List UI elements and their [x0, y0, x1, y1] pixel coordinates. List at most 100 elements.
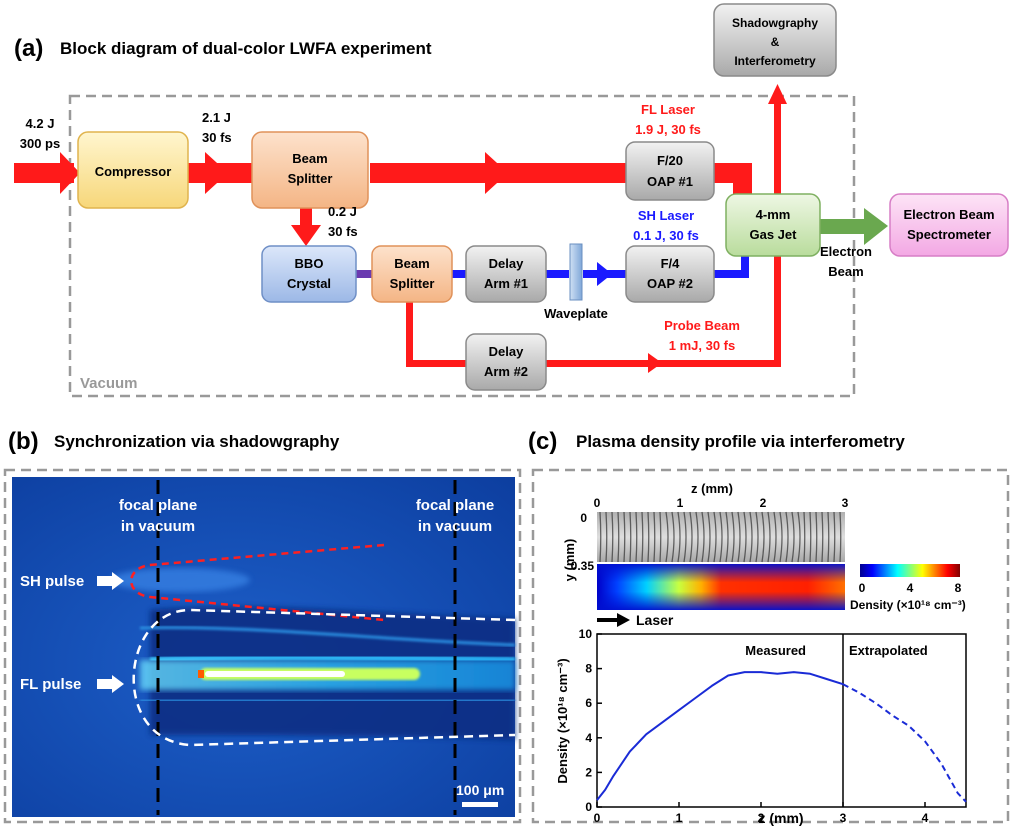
svg-text:OAP #1: OAP #1 — [647, 174, 693, 189]
density-chart: 0 1 2 3 4 0 2 4 6 8 10 Measured Extrapolated z (mm… — [555, 627, 967, 826]
svg-text:Arm #1: Arm #1 — [484, 276, 528, 291]
interferogram-xticks: 0 1 2 3 — [594, 496, 849, 510]
panel-b-title: Synchronization via shadowgraphy — [54, 432, 340, 451]
svg-text:Compressor: Compressor — [95, 164, 172, 179]
svg-text:Splitter: Splitter — [288, 171, 333, 186]
svg-text:&: & — [771, 35, 780, 49]
focal-plane-right-label: focal plane — [416, 497, 494, 514]
fl-laser-label: FL Laser — [641, 102, 695, 117]
panel-c-letter: (c) — [528, 428, 557, 455]
focal-plane-left-label-2: in vacuum — [121, 518, 195, 535]
purple-beam — [355, 270, 375, 278]
sh-laser-label: SH Laser — [638, 208, 694, 223]
svg-text:0: 0 — [859, 581, 866, 595]
electron-beam-label: Electron — [820, 244, 872, 259]
x-tick-label: 1 — [676, 811, 683, 825]
y-tick-label: 4 — [585, 731, 592, 745]
svg-text:Delay: Delay — [489, 344, 524, 359]
svg-text:Crystal: Crystal — [287, 276, 331, 291]
panel-a: (a) Block diagram of dual-color LWFA exp… — [14, 3, 1009, 398]
svg-text:2: 2 — [760, 496, 767, 510]
scale-bar — [462, 802, 498, 807]
density-map-image — [597, 564, 845, 610]
measured-label: Measured — [745, 643, 806, 658]
series-line-extrapolated — [842, 683, 967, 803]
interferogram-image — [597, 511, 845, 563]
focal-plane-left-label: focal plane — [119, 497, 197, 514]
panel-c-border — [531, 468, 1010, 824]
oap-2-box: F/4 OAP #2 — [625, 245, 715, 303]
gas-jet-box: 4-mm Gas Jet — [725, 193, 821, 257]
svg-text:Spectrometer: Spectrometer — [907, 227, 991, 242]
series-line-measured — [596, 671, 844, 801]
interferogram-ylabel: y (mm) — [562, 539, 577, 582]
split-beam — [291, 205, 321, 246]
svg-text:Delay: Delay — [489, 256, 524, 271]
svg-text:F/4: F/4 — [661, 256, 681, 271]
vacuum-label: Vacuum — [80, 375, 138, 392]
sh-laser-spec: 0.1 J, 30 fs — [633, 228, 699, 243]
plot-frame — [596, 633, 967, 808]
svg-text:F/20: F/20 — [657, 153, 683, 168]
probe-beam-spec: 1 mJ, 30 fs — [669, 338, 736, 353]
svg-text:BBO: BBO — [295, 256, 324, 271]
y-tick-label: 8 — [585, 662, 592, 676]
panel-b: (b) Synchronization via shadowgraphy foc… — [3, 428, 522, 824]
fl-pulse-label: FL pulse — [20, 676, 81, 693]
svg-text:Beam: Beam — [394, 256, 429, 271]
shadowgraphy-image — [12, 477, 516, 817]
x-tick-label: 0 — [594, 811, 601, 825]
shadowgraphy-box: Shadowgraphy & Interferometry — [713, 3, 837, 77]
svg-text:Beam: Beam — [292, 151, 327, 166]
x-tick-label: 4 — [922, 811, 929, 825]
x-axis-label: z (mm) — [758, 810, 803, 826]
y-tick-label: 6 — [585, 696, 592, 710]
svg-text:Arm #2: Arm #2 — [484, 364, 528, 379]
fl-pulse-outline — [132, 608, 516, 747]
panel-b-letter: (b) — [8, 428, 39, 455]
svg-text:3: 3 — [842, 496, 849, 510]
svg-text:8: 8 — [955, 581, 962, 595]
svg-text:OAP #2: OAP #2 — [647, 276, 693, 291]
svg-text:4: 4 — [907, 581, 914, 595]
scale-bar-label: 100 μm — [456, 782, 504, 798]
compressor-box: Compressor — [77, 131, 189, 209]
vacuum-chamber-border — [68, 94, 856, 398]
probe-beam-label: Probe Beam — [664, 318, 740, 333]
x-tick-label: 2 — [758, 811, 765, 825]
panel-b-border — [3, 468, 522, 824]
waveplate: Waveplate — [544, 243, 608, 321]
focal-plane-right-label-2: in vacuum — [418, 518, 492, 535]
svg-text:Shadowgraphy: Shadowgraphy — [732, 16, 818, 30]
fl-laser-spec: 1.9 J, 30 fs — [635, 122, 701, 137]
compressed-duration-label: 30 fs — [202, 130, 232, 145]
split-energy-label: 0.2 J — [328, 204, 357, 219]
panel-c-title: Plasma density profile via interferometr… — [576, 432, 905, 451]
input-duration-label: 300 ps — [20, 136, 60, 151]
fl-pulse-arrow-icon — [97, 675, 124, 693]
svg-text:Gas Jet: Gas Jet — [750, 227, 798, 242]
electron-beam-label-2: Beam — [828, 264, 863, 279]
svg-text:Interferometry: Interferometry — [734, 54, 816, 68]
y-axis-label: Density (×10¹⁸ cm⁻³) — [555, 658, 570, 783]
delay-arm-1-box: Delay Arm #1 — [465, 245, 547, 303]
sh-beam — [450, 250, 749, 286]
bbo-crystal-box: BBO Crystal — [261, 245, 357, 303]
panel-a-title: Block diagram of dual-color LWFA experim… — [60, 39, 432, 58]
oap-1-box: F/20 OAP #1 — [625, 141, 715, 201]
delay-arm-2-box: Delay Arm #2 — [465, 333, 547, 391]
svg-text:Splitter: Splitter — [390, 276, 435, 291]
svg-text:4-mm: 4-mm — [756, 207, 791, 222]
svg-text:Waveplate: Waveplate — [544, 306, 608, 321]
extrapolated-label: Extrapolated — [849, 643, 928, 658]
interferogram-xlabel: z (mm) — [691, 481, 733, 496]
fl-beam — [14, 152, 752, 198]
colorbar-label: Density (×10¹⁸ cm⁻³) — [850, 598, 966, 612]
sh-pulse-arrow-icon — [97, 572, 124, 590]
svg-text:Laser: Laser — [636, 612, 674, 628]
colorbar: 0 4 8 Density (×10¹⁸ cm⁻³) — [850, 564, 966, 612]
laser-direction: Laser — [597, 612, 674, 628]
panel-c: (c) Plasma density profile via interfero… — [528, 428, 1010, 826]
beam-splitter-2-box: Beam Splitter — [371, 245, 453, 303]
